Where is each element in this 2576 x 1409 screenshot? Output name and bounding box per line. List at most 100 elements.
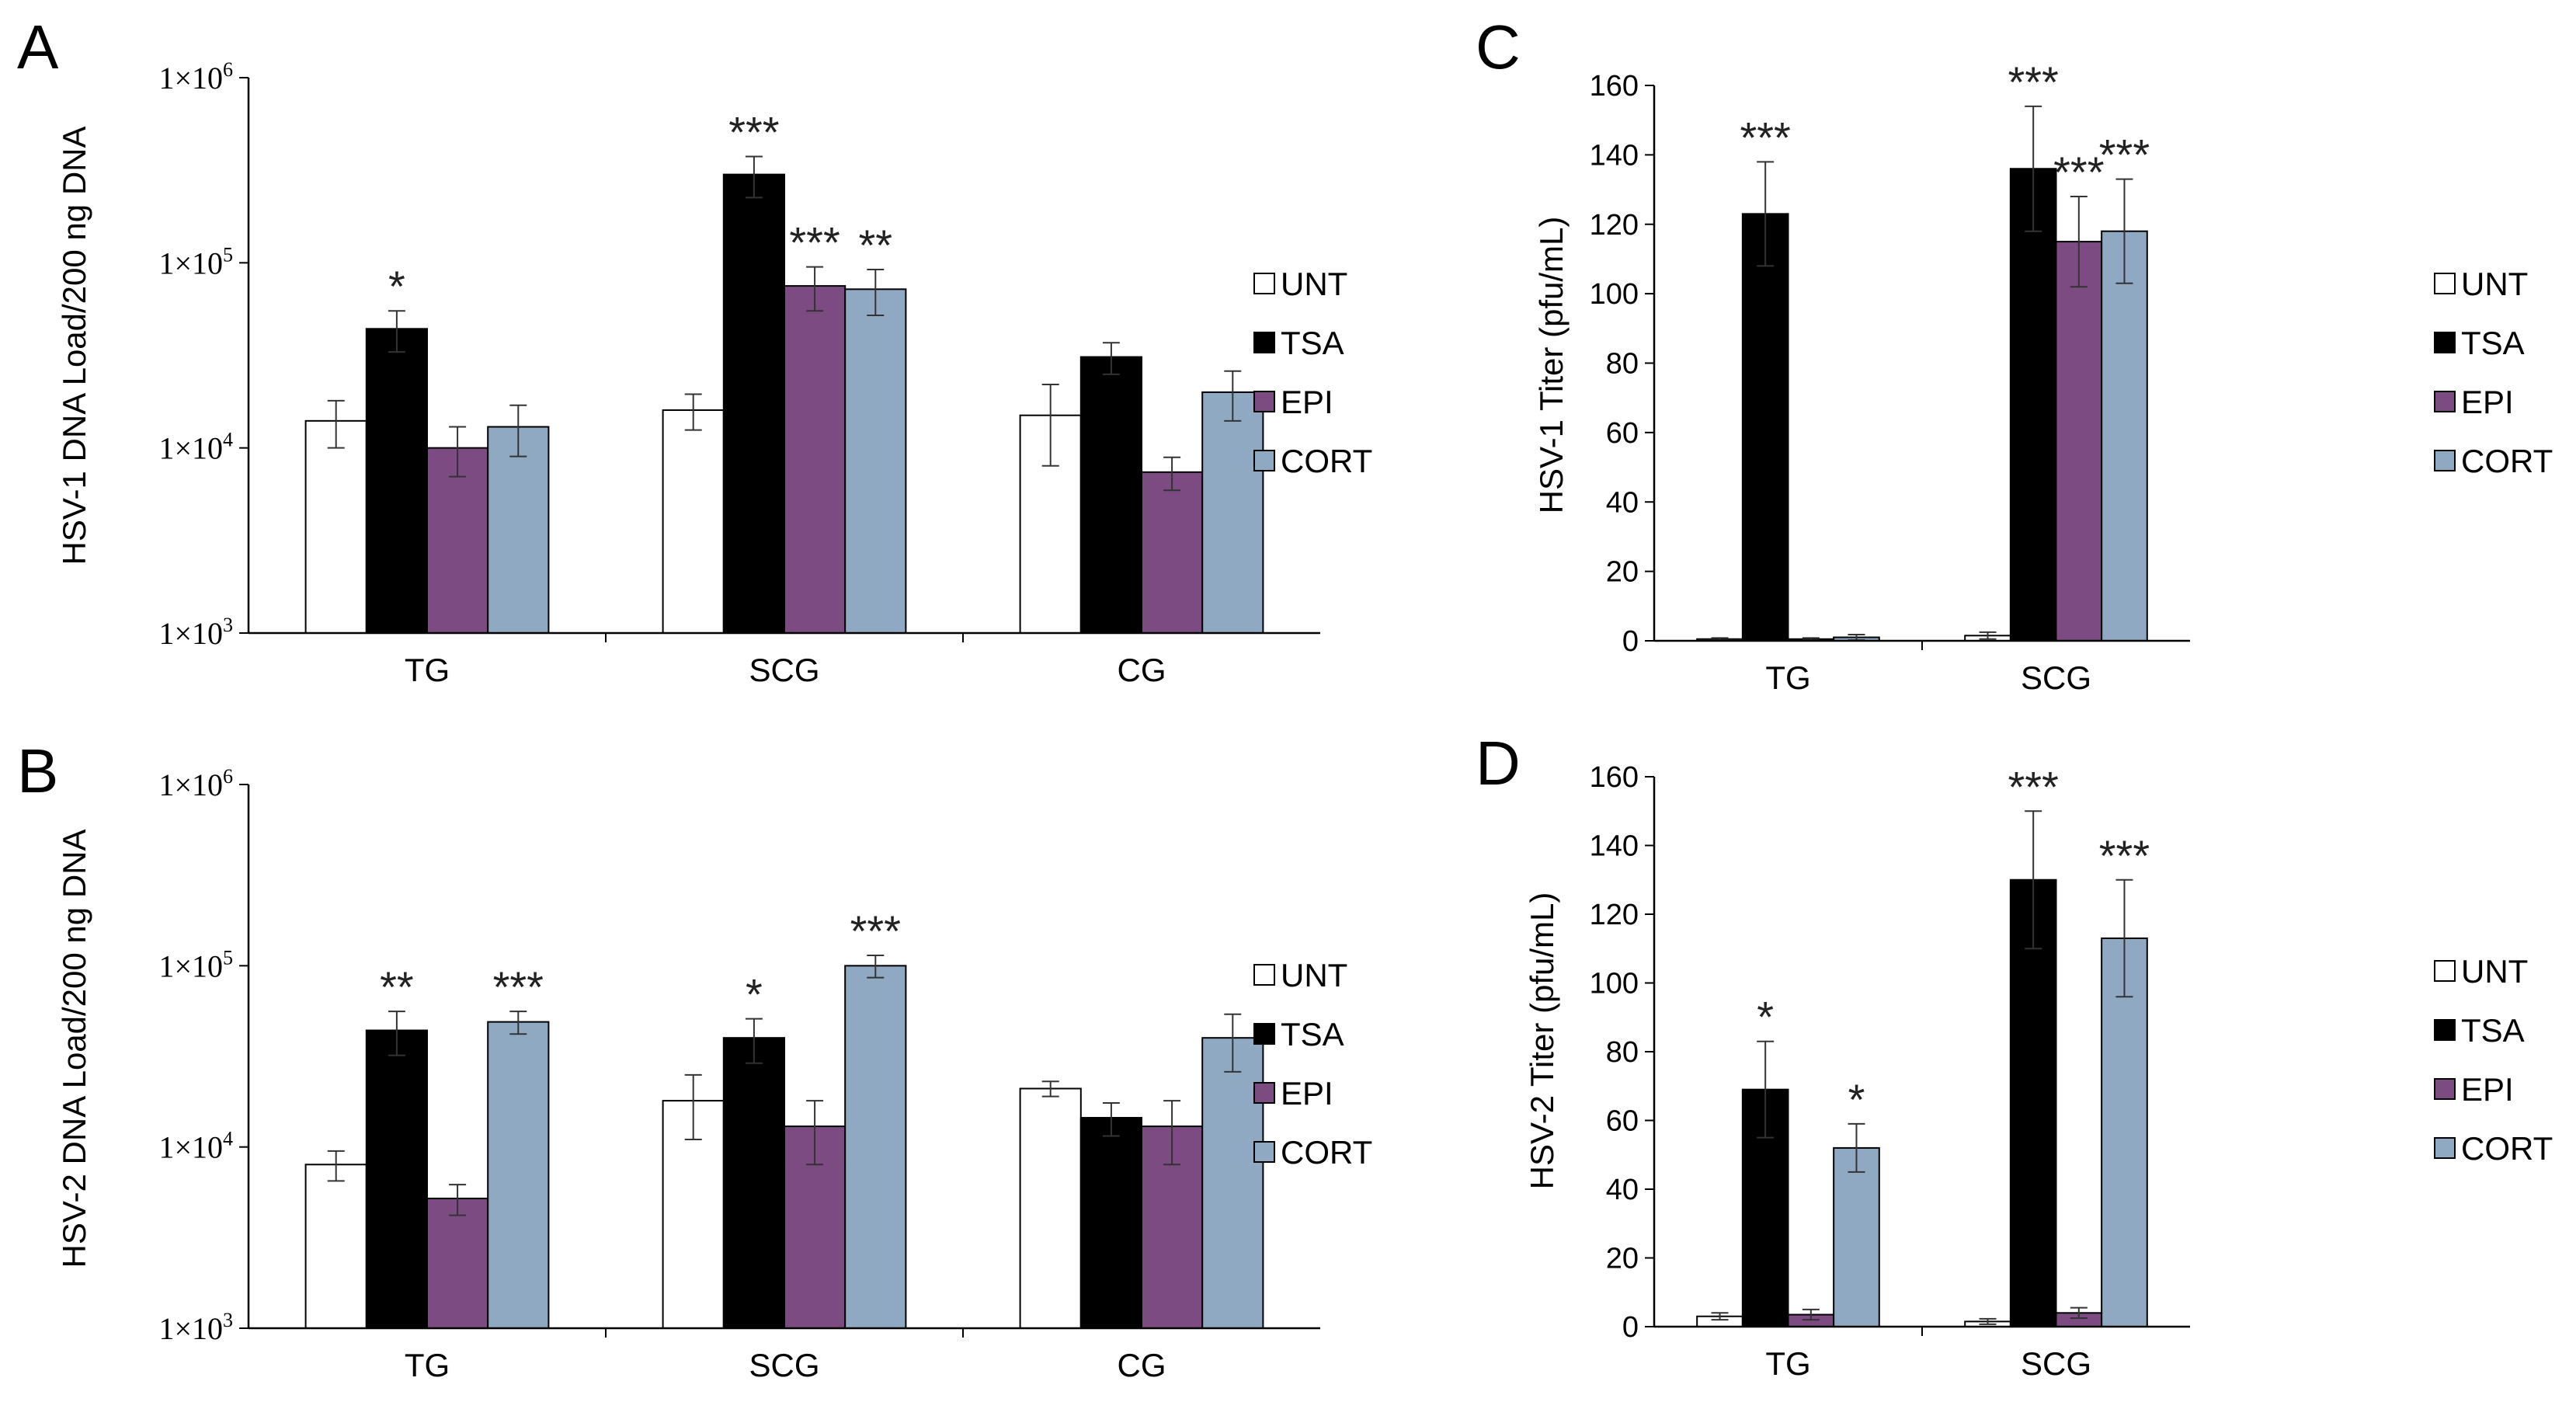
significance-stars: * xyxy=(746,970,763,1019)
bar-tsa-scg xyxy=(2009,878,2057,1327)
y-tick-base: 1×10 xyxy=(158,1130,223,1165)
bar-tsa-tg xyxy=(1741,213,1789,642)
category-label: SCG xyxy=(2021,659,2091,696)
y-tick-exponent: 4 xyxy=(223,1128,233,1150)
y-axis-title: HSV-1 DNA Load/200 ng DNA xyxy=(56,127,92,565)
y-tick-label: 1×105 xyxy=(158,243,233,280)
significance-stars: *** xyxy=(789,218,840,267)
significance-stars: *** xyxy=(728,108,779,157)
category-label: TG xyxy=(1765,1345,1810,1382)
y-tick-label: 1×104 xyxy=(158,1128,233,1165)
legend-label-cort: CORT xyxy=(2461,443,2553,479)
y-tick-base: 1×10 xyxy=(158,948,223,983)
bar-cort-tg xyxy=(487,1021,550,1330)
legend-swatch-unt xyxy=(2434,960,2456,982)
bar-unt-scg xyxy=(662,409,725,634)
y-tick-base: 1×10 xyxy=(158,61,223,96)
bar-tsa-cg xyxy=(1079,356,1143,634)
y-tick-base: 1×10 xyxy=(158,1311,223,1346)
y-tick-label: 140 xyxy=(1590,830,1639,863)
significance-stars: *** xyxy=(493,962,544,1011)
y-tick-exponent: 6 xyxy=(223,58,233,81)
y-tick-label: 20 xyxy=(1606,556,1639,589)
legend-swatch-tsa xyxy=(1253,332,1275,353)
y-tick-base: 1×10 xyxy=(158,431,223,466)
bar-tsa-scg xyxy=(2009,168,2057,642)
category-label: TG xyxy=(405,652,450,688)
bar-cort-scg xyxy=(844,965,907,1330)
y-tick-exponent: 4 xyxy=(223,429,233,451)
significance-stars: * xyxy=(1757,993,1774,1042)
y-tick-label: 120 xyxy=(1590,209,1639,242)
legend-swatch-cort xyxy=(1253,1141,1275,1163)
y-tick-label: 0 xyxy=(1622,1311,1639,1344)
bar-unt-cg xyxy=(1019,1087,1082,1329)
y-tick-label: 100 xyxy=(1590,278,1639,311)
y-tick-label: 80 xyxy=(1606,1036,1639,1069)
y-tick-label: 1×104 xyxy=(158,429,233,466)
category-label: TG xyxy=(405,1347,450,1383)
y-axis-title: HSV-2 Titer (pfu/mL) xyxy=(1524,892,1560,1190)
legend-swatch-tsa xyxy=(1253,1023,1275,1045)
bar-tsa-scg xyxy=(722,1037,785,1330)
bar-epi-tg xyxy=(426,1197,489,1329)
y-tick-label: 20 xyxy=(1606,1243,1639,1275)
significance-stars: *** xyxy=(850,906,901,955)
category-label: SCG xyxy=(749,652,819,688)
significance-stars: *** xyxy=(2099,130,2150,179)
bar-cort-cg xyxy=(1201,1037,1264,1330)
legend-swatch-tsa xyxy=(2434,1019,2456,1041)
y-tick-label: 60 xyxy=(1606,1105,1639,1138)
legend-label-epi: EPI xyxy=(2461,1071,2514,1108)
y-tick-label: 0 xyxy=(1622,625,1639,658)
bar-tsa-cg xyxy=(1079,1117,1143,1330)
panel-C: C HSV-1 Titer (pfu/mL) 0 20 40 60 80 100 120 140 1… xyxy=(1476,12,2553,696)
legend-swatch-cort xyxy=(2434,450,2456,471)
significance-stars: *** xyxy=(1740,113,1790,162)
bar-cort-scg xyxy=(844,288,907,634)
legend-label-tsa: TSA xyxy=(1281,325,1344,361)
legend-swatch-cort xyxy=(2434,1137,2456,1159)
y-tick-label: 80 xyxy=(1606,348,1639,381)
panel-D: D HSV-2 Titer (pfu/mL) 0 20 40 60 80 100 120 140 1… xyxy=(1476,729,2553,1382)
y-tick-base: 1×10 xyxy=(158,616,223,651)
y-tick-label: 1×106 xyxy=(158,58,233,96)
legend-label-epi: EPI xyxy=(1281,1075,1333,1112)
y-tick-exponent: 5 xyxy=(223,243,233,266)
y-tick-exponent: 5 xyxy=(223,946,233,969)
bar-unt-tg xyxy=(304,419,367,634)
legend-label-cort: CORT xyxy=(1281,443,1372,479)
significance-stars: ** xyxy=(859,221,893,270)
legend-label-tsa: TSA xyxy=(2461,325,2525,361)
legend-label-unt: UNT xyxy=(1281,957,1347,993)
panel-label: C xyxy=(1476,12,1521,82)
y-tick-label: 140 xyxy=(1590,139,1639,172)
y-tick-label: 1×103 xyxy=(158,614,233,651)
legend-label-unt: UNT xyxy=(2461,266,2528,302)
category-label: SCG xyxy=(749,1347,819,1383)
bar-tsa-tg xyxy=(365,1029,428,1329)
panel-label: D xyxy=(1476,729,1521,798)
y-tick-base: 1×10 xyxy=(158,767,223,802)
y-axis-title: HSV-2 DNA Load/200 ng DNA xyxy=(56,830,92,1268)
significance-stars: *** xyxy=(2008,762,2058,811)
significance-stars: ** xyxy=(380,962,414,1011)
legend-label-tsa: TSA xyxy=(2461,1012,2525,1049)
bar-epi-scg xyxy=(784,285,846,634)
y-tick-exponent: 3 xyxy=(223,614,233,636)
panel-label: B xyxy=(17,736,58,805)
y-tick-label: 40 xyxy=(1606,1174,1639,1206)
y-tick-base: 1×10 xyxy=(158,245,223,280)
legend-swatch-unt xyxy=(2434,273,2456,294)
y-tick-label: 1×105 xyxy=(158,946,233,983)
legend-swatch-cort xyxy=(1253,450,1275,471)
bar-cort-tg xyxy=(487,426,550,635)
panel-label: A xyxy=(17,12,59,82)
significance-stars: *** xyxy=(2008,57,2058,106)
y-tick-label: 100 xyxy=(1590,968,1639,1000)
bar-epi-scg xyxy=(2055,241,2103,642)
significance-stars: *** xyxy=(2053,148,2104,197)
